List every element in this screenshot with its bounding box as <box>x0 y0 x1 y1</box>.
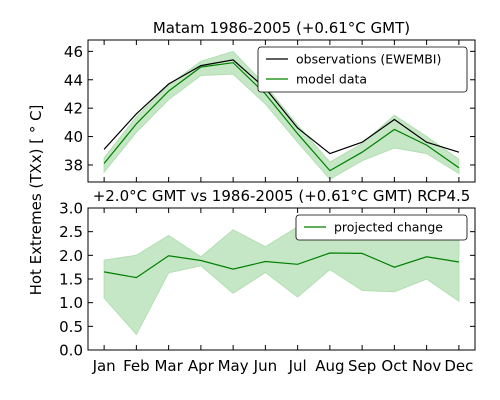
y-tick-label: 2.5 <box>59 223 83 241</box>
y-tick-label: 38 <box>64 156 83 174</box>
series-line-1 <box>103 62 460 172</box>
y-tick-label: 2.0 <box>59 247 83 265</box>
plot-frame <box>87 39 476 183</box>
chart-title: Matam 1986-2005 (+0.61°C GMT) <box>153 19 410 37</box>
x-tick-label: Dec <box>444 357 473 375</box>
y-tick-label: 1.5 <box>59 271 83 289</box>
y-tick-label: 46 <box>64 43 83 61</box>
legend: projected change <box>295 214 468 241</box>
legend-entry: observations (EWEMBI) <box>296 52 441 67</box>
x-tick-label: Jun <box>253 357 277 375</box>
series-band-1 <box>103 50 460 180</box>
x-tick-label: Aug <box>315 357 344 375</box>
x-tick-label: May <box>218 357 249 375</box>
x-tick-label: Feb <box>123 357 150 375</box>
x-tick-label: Jul <box>288 357 307 375</box>
x-tick-label: Oct <box>381 357 407 375</box>
legend: observations (EWEMBI) model data <box>257 46 468 93</box>
series-line-0 <box>103 252 459 279</box>
x-tick-label: Sep <box>348 357 376 375</box>
legend-entry: projected change <box>334 220 443 235</box>
y-axis-label: Hot Extremes (TXx) [ ° C] <box>27 105 45 296</box>
y-tick-label: 3.0 <box>59 200 83 218</box>
legend-box <box>257 46 468 93</box>
y-tick-label: 1.0 <box>59 294 83 312</box>
y-tick-label: 44 <box>64 71 83 89</box>
x-tick-label: Mar <box>154 357 183 375</box>
x-tick-label: Jan <box>92 357 116 375</box>
panel-top: Matam 1986-2005 (+0.61°C GMT) 38 40 42 44 46 o… <box>64 19 476 183</box>
y-tick-label: 42 <box>64 100 83 118</box>
series-band-0 <box>103 224 460 336</box>
x-tick-label: Apr <box>188 357 215 375</box>
y-tick-label: 0.0 <box>59 342 83 360</box>
legend-box <box>295 214 468 241</box>
legend-entry: model data <box>296 72 367 87</box>
panel-bottom: +2.0°C GMT vs 1986-2005 (+0.61°C GMT) RC… <box>59 187 476 375</box>
chart-title: +2.0°C GMT vs 1986-2005 (+0.61°C GMT) RC… <box>93 187 471 205</box>
y-tick-label: 40 <box>64 128 83 146</box>
series-line-0 <box>103 59 460 155</box>
y-tick-label: 0.5 <box>59 318 83 336</box>
x-tick-label: Nov <box>412 357 441 375</box>
